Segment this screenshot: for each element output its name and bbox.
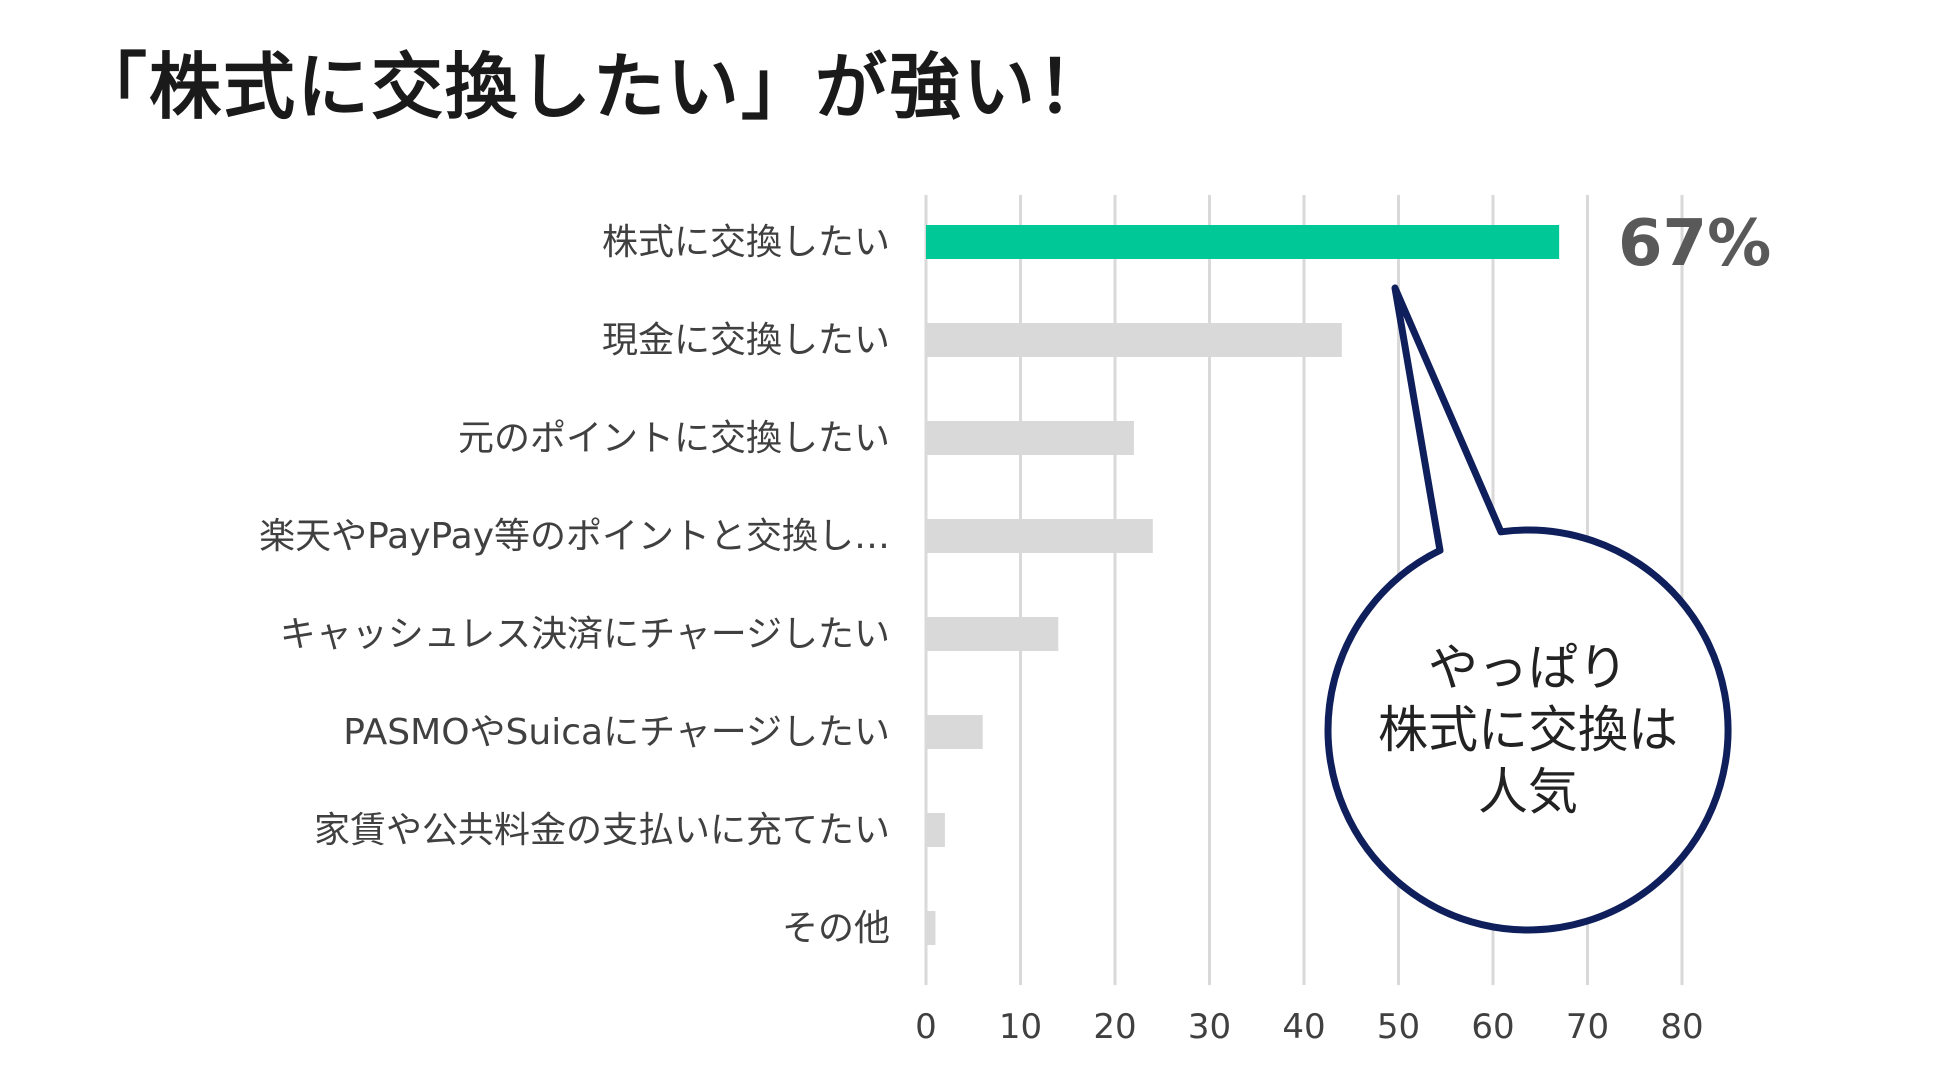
x-tick-label: 30 [1188, 1007, 1231, 1047]
category-label: 現金に交換したい [602, 320, 890, 361]
category-labels: 株式に交換したい現金に交換したい元のポイントに交換したい楽天やPayPay等のポ… [259, 222, 890, 949]
highlight-value-label: 67% [1618, 207, 1771, 281]
bar [926, 323, 1342, 357]
bar [926, 617, 1059, 651]
bar [926, 715, 983, 749]
bar [926, 519, 1153, 553]
category-label: 家賃や公共料金の支払いに充てたい [314, 810, 890, 851]
x-axis-ticks: 0 10 20 30 40 50 60 70 80 [915, 1007, 1703, 1047]
callout-text-line: 人気 [1478, 763, 1578, 821]
category-label: その他 [782, 908, 890, 949]
bar [926, 813, 945, 847]
x-tick-label: 20 [1093, 1007, 1136, 1047]
x-tick-label: 80 [1660, 1007, 1703, 1047]
category-label: 元のポイントに交換したい [458, 418, 890, 459]
callout-text-line: やっぱり [1428, 639, 1628, 697]
category-label: PASMOやSuicaにチャージしたい [343, 712, 890, 753]
x-tick-label: 70 [1566, 1007, 1609, 1047]
x-tick-label: 0 [915, 1007, 937, 1047]
callout-shape [1324, 284, 1732, 934]
x-tick-label: 60 [1471, 1007, 1514, 1047]
bar [926, 421, 1134, 455]
category-label: 楽天やPayPay等のポイントと交換し… [259, 516, 890, 557]
category-label: 株式に交換したい [602, 222, 890, 263]
category-label: キャッシュレス決済にチャージしたい [280, 614, 890, 655]
x-tick-label: 40 [1282, 1007, 1325, 1047]
callout-text-line: 株式に交換は [1378, 701, 1678, 759]
bar [926, 911, 936, 945]
x-tick-label: 10 [999, 1007, 1042, 1047]
x-tick-label: 50 [1377, 1007, 1420, 1047]
page-title: 「株式に交換したい」が強い！ [75, 45, 1112, 129]
bars: 67% [926, 207, 1771, 945]
bar [926, 225, 1560, 259]
